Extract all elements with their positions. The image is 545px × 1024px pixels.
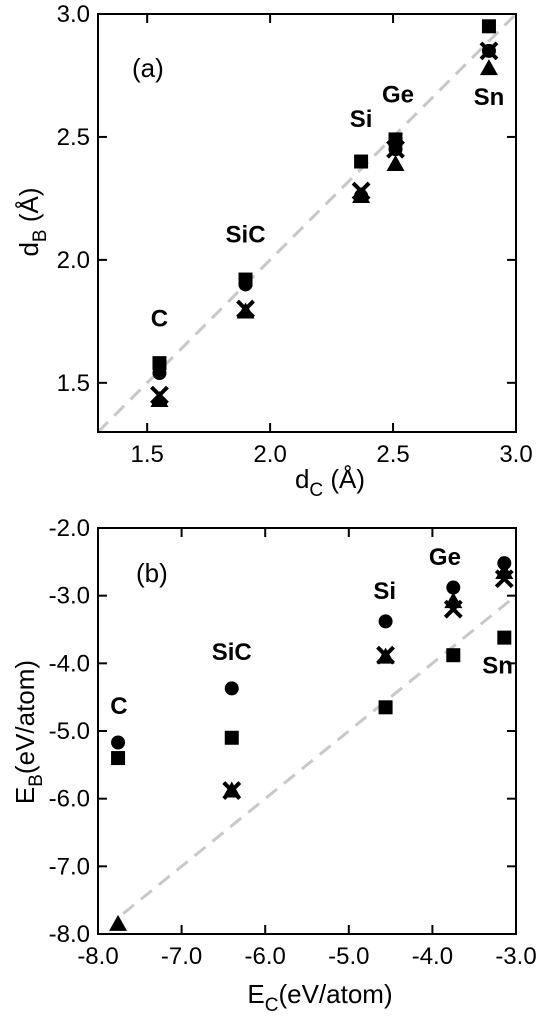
element-label: Si [373,578,396,605]
triangle-marker [495,562,514,579]
square-marker [481,19,496,34]
y-tick-label: -3.0 [49,583,90,610]
y-tick-label: -7.0 [49,853,90,880]
axis-ticks: -8.0 -7.0 -6.0 -5.0 -4.0 -3.0 -8.0 -7.0 -6.0 -5.0… [49,515,537,970]
square-marker [446,648,461,663]
element-label: Sn [482,652,513,679]
element-labels: C SiC Si Ge Sn [151,82,504,333]
circle-marker [224,681,239,696]
triangle-marker [376,647,395,664]
plot-frame [97,13,517,433]
y-tick-label: -5.0 [49,718,90,745]
y-axis-label: dB (Å) [14,187,51,256]
cross-marker [386,139,405,159]
x-tick-label: -6.0 [245,943,286,970]
x-axis-label: dC (Å) [295,464,365,501]
square-marker [388,132,403,147]
square-marker [111,751,126,766]
y-tick-label: -4.0 [49,650,90,677]
square-marker [224,730,239,745]
reference-line [122,594,517,915]
circle-marker [238,277,253,292]
circle-marker [446,580,461,595]
element-labels: C SiC Si Ge Sn [110,544,513,720]
data-markers [109,556,514,931]
element-label: SiC [226,222,266,249]
element-label: C [151,305,168,332]
element-label: Sn [474,84,505,111]
y-tick-label: 2.0 [57,247,90,274]
reference-line [96,12,518,434]
x-tick-label: -8.0 [77,943,118,970]
chart-panel-b: -8.0 -7.0 -6.0 -5.0 -4.0 -3.0 -8.0 -7.0 -6.0 -5.0… [10,515,537,1016]
y-tick-label: -6.0 [49,786,90,813]
axis-ticks: 1.5 2.0 2.5 3.0 1.5 2.0 2.5 3.0 [57,1,533,468]
y-tick-label: 3.0 [57,1,90,28]
x-axis-label: EC(eV/atom) [247,979,392,1016]
x-tick-label: -5.0 [328,943,369,970]
reference-line-group [96,12,518,434]
triangle-marker [150,391,169,408]
reference-line-group [122,594,517,915]
panel-label: (b) [136,558,168,588]
triangle-marker [236,302,255,319]
y-axis-label: EB(eV/atom) [10,660,47,804]
element-label: C [110,693,127,720]
y-tick-label: 2.5 [57,124,90,151]
square-marker [354,154,369,169]
square-marker [152,356,167,371]
element-label: Ge [382,82,414,109]
triangle-marker [109,914,128,931]
x-tick-label: 2.5 [376,441,409,468]
element-label: Ge [429,544,461,571]
x-tick-label: 2.0 [253,441,286,468]
x-tick-label: -7.0 [161,943,202,970]
circle-marker [378,614,393,629]
circle-marker [152,365,167,380]
circle-marker [111,735,126,750]
cross-marker [479,41,499,61]
panel-label: (a) [132,53,164,83]
element-label: SiC [212,639,252,666]
x-tick-label: -3.0 [495,943,536,970]
x-tick-label: -4.0 [412,943,453,970]
y-tick-label: 1.5 [57,370,90,397]
triangle-marker [222,781,241,798]
data-markers [150,19,499,408]
triangle-marker [444,592,463,609]
triangle-marker [479,59,498,76]
element-label: Si [350,106,373,133]
triangle-marker [352,186,371,203]
square-marker [378,700,393,715]
y-tick-label: -8.0 [49,921,90,948]
triangle-marker [386,154,405,171]
square-marker [497,630,512,645]
x-tick-label: 3.0 [499,441,532,468]
x-tick-label: 1.5 [130,441,163,468]
y-tick-label: -2.0 [49,515,90,542]
